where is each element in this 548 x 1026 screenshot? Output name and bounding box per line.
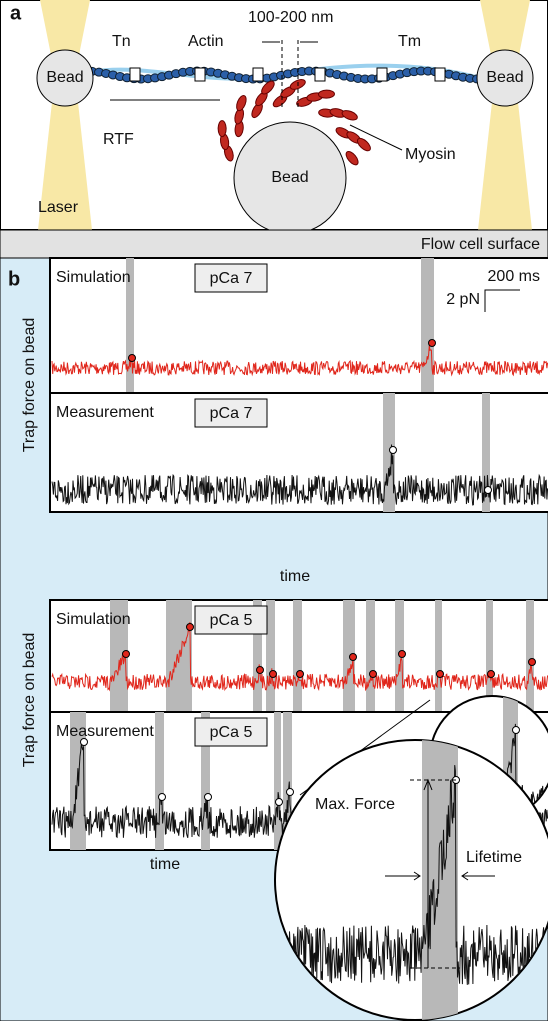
event-peak — [256, 666, 264, 674]
event-bar — [266, 600, 275, 712]
force-trace — [275, 765, 548, 985]
scale-time: 200 ms — [488, 268, 540, 285]
myosin-head — [345, 150, 359, 166]
event-peak — [286, 788, 294, 796]
surface-label: Flow cell surface — [421, 236, 540, 253]
event-peak — [436, 670, 444, 678]
event-peak — [484, 486, 492, 494]
leader — [349, 124, 403, 151]
event-bar — [486, 600, 493, 712]
condition-label: pCa 7 — [210, 270, 253, 287]
event-bar — [253, 600, 262, 712]
time-label: time — [280, 568, 310, 585]
troponin — [194, 67, 206, 82]
event-bar — [155, 712, 164, 850]
force-trace — [51, 444, 548, 506]
condition-box — [194, 398, 268, 428]
event-peak — [128, 354, 136, 362]
bead-label: Bead — [271, 169, 308, 186]
event-peak — [398, 650, 406, 658]
traces: Simulation pCa 7 Measurement pCa 7 Simulatio… — [49, 257, 548, 1021]
event-peak — [369, 670, 377, 678]
troponin — [434, 67, 446, 82]
event-peak — [269, 670, 277, 678]
trace-kind: Simulation — [56, 611, 131, 628]
condition-box — [194, 263, 268, 293]
myosin-head — [236, 95, 247, 112]
event-peak — [122, 650, 130, 658]
flow-cell-surface — [0, 229, 548, 259]
tm-label: Tm — [398, 33, 421, 50]
myosin-head — [356, 137, 371, 152]
actin-filament — [87, 63, 482, 84]
event-bar — [274, 712, 281, 850]
condition-box — [194, 605, 268, 635]
laser-label: Laser — [38, 199, 79, 216]
event-peak — [349, 653, 357, 661]
max-force-label: Max. Force — [315, 796, 395, 813]
bead — [476, 49, 534, 107]
event-peak — [204, 793, 212, 801]
event-peak — [512, 726, 520, 734]
bead-label: Bead — [486, 69, 523, 86]
bead — [36, 49, 94, 107]
event-peak — [428, 339, 436, 347]
y-axis-label: Trap force on bead — [21, 318, 38, 453]
scale-bar — [484, 289, 520, 312]
event-bar — [126, 258, 134, 393]
event-bar — [421, 258, 434, 393]
trace-kind: Measurement — [56, 723, 154, 740]
troponin — [314, 67, 326, 82]
troponin — [129, 67, 141, 82]
panel-label: b — [8, 268, 20, 290]
troponin — [376, 67, 388, 82]
force-trace — [51, 621, 548, 692]
myosin-label: Myosin — [405, 146, 456, 163]
condition-label: pCa 5 — [210, 612, 253, 629]
event-bar — [110, 600, 128, 712]
trace-kind: Simulation — [56, 269, 131, 286]
event-peak — [296, 670, 304, 678]
event-bar — [283, 712, 292, 850]
lifetime-label: Lifetime — [466, 849, 522, 866]
event-peak — [158, 793, 166, 801]
event-peak — [487, 670, 495, 678]
event-peak — [186, 623, 194, 631]
condition-label: pCa 7 — [210, 405, 253, 422]
tn-label: Tn — [112, 33, 131, 50]
event-peak — [528, 658, 536, 666]
event-bar — [526, 600, 534, 712]
lifetime-arrows — [385, 871, 495, 881]
event-peak — [389, 446, 397, 454]
event-bar — [482, 393, 490, 512]
event-bar — [201, 712, 210, 850]
event-bar — [366, 600, 375, 712]
max-force-arrow — [423, 778, 433, 968]
panel-label: a — [10, 2, 22, 24]
zoom-circle — [274, 739, 548, 1021]
event-bar — [435, 600, 442, 712]
spacing-label: 100-200 nm — [248, 9, 333, 26]
actin-label: Actin — [188, 33, 224, 50]
scale-force: 2 pN — [446, 291, 480, 308]
condition-label: pCa 5 — [210, 724, 253, 741]
myosin-head — [341, 110, 358, 121]
max-force-guides — [410, 779, 460, 969]
trace-kind: Measurement — [56, 404, 154, 421]
event-peak — [275, 798, 283, 806]
y-axis-label: Trap force on bead — [21, 633, 38, 768]
rtf-label: RTF — [103, 131, 134, 148]
myosin-head — [261, 80, 275, 95]
event-peak — [80, 738, 88, 746]
myosin-head — [317, 89, 335, 99]
myosin-head — [217, 120, 227, 138]
troponin — [252, 67, 264, 82]
event-bar — [293, 600, 302, 712]
time-label: time — [150, 856, 180, 873]
condition-box — [194, 717, 268, 747]
bead-label: Bead — [46, 69, 83, 86]
